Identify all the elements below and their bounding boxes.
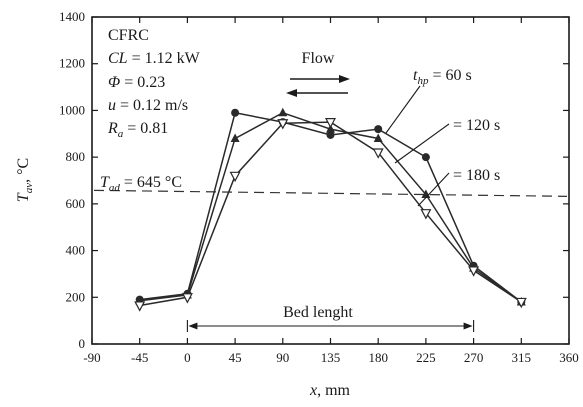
bed-length-left-arrowhead xyxy=(188,322,198,330)
x-axis-unit: , mm xyxy=(317,382,350,399)
y-tick-label: 1000 xyxy=(59,102,85,117)
y-tick-label: 0 xyxy=(79,336,86,351)
y-tick-label: 400 xyxy=(66,243,86,258)
x-tick-label: 225 xyxy=(416,350,436,365)
x-tick-label: 270 xyxy=(464,350,484,365)
tad-subscript: ad xyxy=(109,182,121,194)
data-point xyxy=(278,107,288,117)
data-point xyxy=(468,266,480,277)
ra-subscript: a xyxy=(118,128,124,140)
x-tick-label: -45 xyxy=(131,350,148,365)
y-axis-label: Tav, °C xyxy=(15,158,35,202)
x-tick-label: 360 xyxy=(559,350,579,365)
x-tick-label: 90 xyxy=(276,350,289,365)
thp-60-value: = 60 s xyxy=(428,67,471,84)
equivalence-ratio-value: = 0.23 xyxy=(120,74,165,91)
data-point xyxy=(374,125,383,134)
cooling-load-symbol: CL xyxy=(108,50,128,67)
series-labels: thp = 60 s = 120 s = 180 s xyxy=(385,67,500,207)
y-tick-label: 200 xyxy=(66,289,86,304)
axis-ticks xyxy=(91,16,570,345)
series-label-180s: = 180 s xyxy=(453,167,500,184)
leader-line-60s xyxy=(385,85,421,134)
data-point xyxy=(325,118,336,129)
thp-subscript: hp xyxy=(417,75,429,87)
y-axis-subscript: av xyxy=(23,183,35,194)
ra-label: Ra = 0.81 xyxy=(107,120,168,140)
data-point xyxy=(181,293,193,304)
data-point xyxy=(134,301,146,312)
y-tick-labels: 0 200 400 600 800 1000 1200 1400 xyxy=(59,9,85,351)
leader-line-180s xyxy=(417,172,450,207)
x-axis-label: x, mm xyxy=(309,382,351,399)
thp-symbol: t xyxy=(413,67,418,84)
flow-label: Flow xyxy=(302,50,335,67)
data-point xyxy=(373,133,383,142)
series-label-120s: = 120 s xyxy=(453,117,500,134)
data-point xyxy=(230,133,240,142)
y-axis-unit: , °C xyxy=(15,158,32,183)
x-tick-label: 45 xyxy=(229,350,242,365)
equivalence-ratio-label: Φ = 0.23 xyxy=(108,74,165,91)
bed-length-span: Bed lenght xyxy=(186,304,475,332)
data-point xyxy=(372,148,384,159)
ra-value: = 0.81 xyxy=(123,120,168,137)
cooling-load-value: = 1.12 kW xyxy=(128,50,201,67)
x-tick-label: 0 xyxy=(184,350,191,365)
series-markers xyxy=(134,107,527,312)
series-line xyxy=(139,121,522,307)
parameter-block: CFRC CL = 1.12 kW Φ = 0.23 u = 0.12 m/s … xyxy=(100,27,201,194)
velocity-value: = 0.12 m/s xyxy=(116,97,188,114)
flow-arrow-right-head xyxy=(339,75,350,83)
x-tick-labels: -90 -45 0 45 90 135 180 225 270 315 360 xyxy=(83,350,578,365)
cooling-load-label: CL = 1.12 kW xyxy=(108,50,201,67)
adiabatic-temperature-label: Tad = 645 °C xyxy=(100,174,182,194)
x-axis-symbol: x xyxy=(309,382,317,399)
y-tick-label: 1200 xyxy=(59,56,85,71)
data-point xyxy=(420,209,432,220)
tad-symbol: T xyxy=(100,174,110,191)
material-label: CFRC xyxy=(108,27,149,44)
tad-value: = 645 °C xyxy=(120,174,182,191)
bed-length-right-arrowhead xyxy=(463,322,473,330)
data-point xyxy=(229,171,241,183)
data-point xyxy=(231,108,240,117)
leader-line-120s xyxy=(394,123,450,164)
data-point xyxy=(277,119,289,130)
series-lines xyxy=(139,111,522,307)
y-tick-label: 800 xyxy=(66,149,86,164)
bed-length-label: Bed lenght xyxy=(283,304,353,321)
y-tick-label: 1400 xyxy=(59,9,85,24)
velocity-label: u = 0.12 m/s xyxy=(108,97,188,114)
data-point xyxy=(326,130,335,139)
y-tick-label: 600 xyxy=(66,196,86,211)
data-point xyxy=(515,297,527,309)
flow-arrow-left-head xyxy=(286,89,297,97)
flow-indicator: Flow xyxy=(286,50,350,97)
adiabatic-temperature-line xyxy=(93,189,568,197)
velocity-symbol: u xyxy=(108,97,116,114)
y-axis-symbol: T xyxy=(15,192,32,202)
x-tick-label: 315 xyxy=(512,350,532,365)
ra-symbol: R xyxy=(107,120,118,137)
data-point xyxy=(421,153,430,162)
equivalence-ratio-symbol: Φ xyxy=(108,74,120,91)
x-tick-label: -90 xyxy=(83,350,100,365)
x-tick-label: 135 xyxy=(321,350,341,365)
series-label-60s: thp = 60 s xyxy=(413,67,472,87)
x-tick-label: 180 xyxy=(368,350,388,365)
